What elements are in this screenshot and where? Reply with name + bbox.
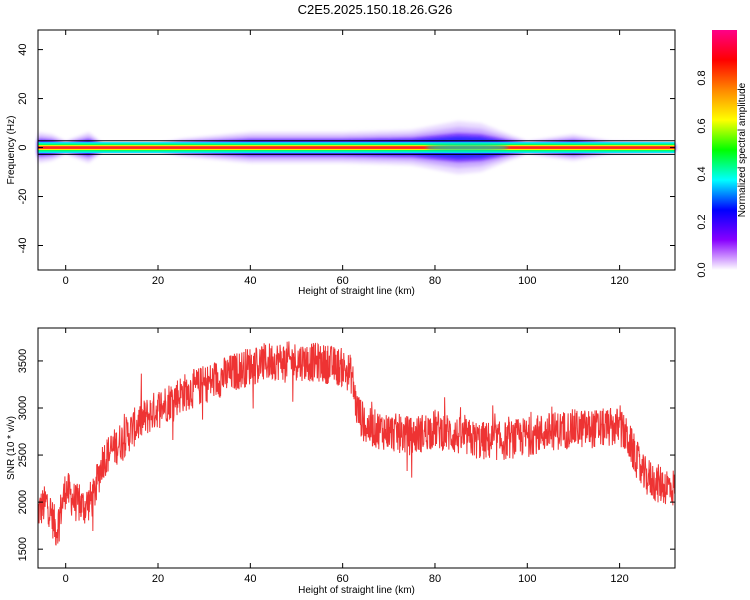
spectrogram-x-tick-label: 120: [610, 275, 628, 287]
colorbar-tick-label: 0.6: [696, 118, 708, 133]
snr-x-axis-label: Height of straight line (km): [298, 585, 415, 596]
spectrogram-heatmap: [38, 121, 675, 174]
spectrogram-band-3: [38, 146, 675, 149]
snr-frame: [37, 327, 676, 569]
spectrogram-panel: 0 20 40 60 80 100 120 -40 -20 0 20 40 Height of str…: [6, 29, 676, 297]
spectrogram-y-tick-label: -40: [17, 238, 29, 254]
page-title: C2E5.2025.150.18.26.G26: [297, 2, 453, 17]
snr-y-tick-label: 2500: [17, 443, 29, 467]
spectrogram-y-tick-label: 40: [17, 43, 29, 55]
snr-x-tick-label: 40: [244, 573, 256, 585]
snr-ticks: 0 20 40 60 80 100 120 1500 2000 2500 3000 3500: [17, 328, 675, 585]
spectrogram-y-axis-label: Frequency (Hz): [6, 116, 17, 185]
snr-y-tick-label: 2000: [17, 490, 29, 514]
colorbar-gradient: [712, 30, 737, 270]
snr-panel: 0 20 40 60 80 100 120 1500 2000 2500 3000 3500 Heig…: [6, 327, 676, 596]
spectrogram-x-tick-label: 60: [337, 275, 349, 287]
snr-y-axis-label: SNR (10 * v/v): [6, 416, 17, 480]
spectrogram-x-tick-label: 100: [518, 275, 536, 287]
spectrogram-y-tick-label: -20: [17, 189, 29, 205]
snr-series-line: [37, 341, 676, 546]
spectrogram-ticks: 0 20 40 60 80 100 120 -40 -20 0 20 40: [17, 30, 675, 287]
snr-x-tick-label: 100: [518, 573, 536, 585]
snr-x-tick-label: 60: [337, 573, 349, 585]
spectrogram-x-axis-label: Height of straight line (km): [298, 286, 415, 297]
colorbar-tick-label: 0.2: [696, 214, 708, 229]
colorbar-ticks: 0.0 0.2 0.4 0.6 0.8: [696, 70, 708, 277]
spectrogram-frame: [37, 29, 676, 271]
snr-y-tick-label: 3000: [17, 396, 29, 420]
colorbar: 0.0 0.2 0.4 0.6 0.8 Normalized spectral ampl…: [696, 30, 748, 278]
spectrogram-wide-zone: [425, 143, 509, 152]
snr-y-tick-label: 1500: [17, 537, 29, 561]
snr-x-tick-label: 120: [610, 573, 628, 585]
snr-x-tick-label: 80: [429, 573, 441, 585]
spectrogram-y-tick-label: 0: [17, 144, 29, 150]
spectrogram-x-tick-label: 0: [63, 275, 69, 287]
colorbar-label: Normalized spectral amplitude: [737, 82, 748, 217]
snr-y-tick-label: 3500: [17, 349, 29, 373]
snr-x-tick-label: 0: [63, 573, 69, 585]
colorbar-tick-label: 0.4: [696, 166, 708, 181]
colorbar-tick-label: 0.8: [696, 70, 708, 85]
spectrogram-x-tick-label: 20: [152, 275, 164, 287]
spectrogram-x-tick-label: 40: [244, 275, 256, 287]
spectrogram-y-tick-label: 20: [17, 92, 29, 104]
spectrogram-x-tick-label: 80: [429, 275, 441, 287]
colorbar-tick-label: 0.0: [696, 262, 708, 277]
snr-x-tick-label: 20: [152, 573, 164, 585]
